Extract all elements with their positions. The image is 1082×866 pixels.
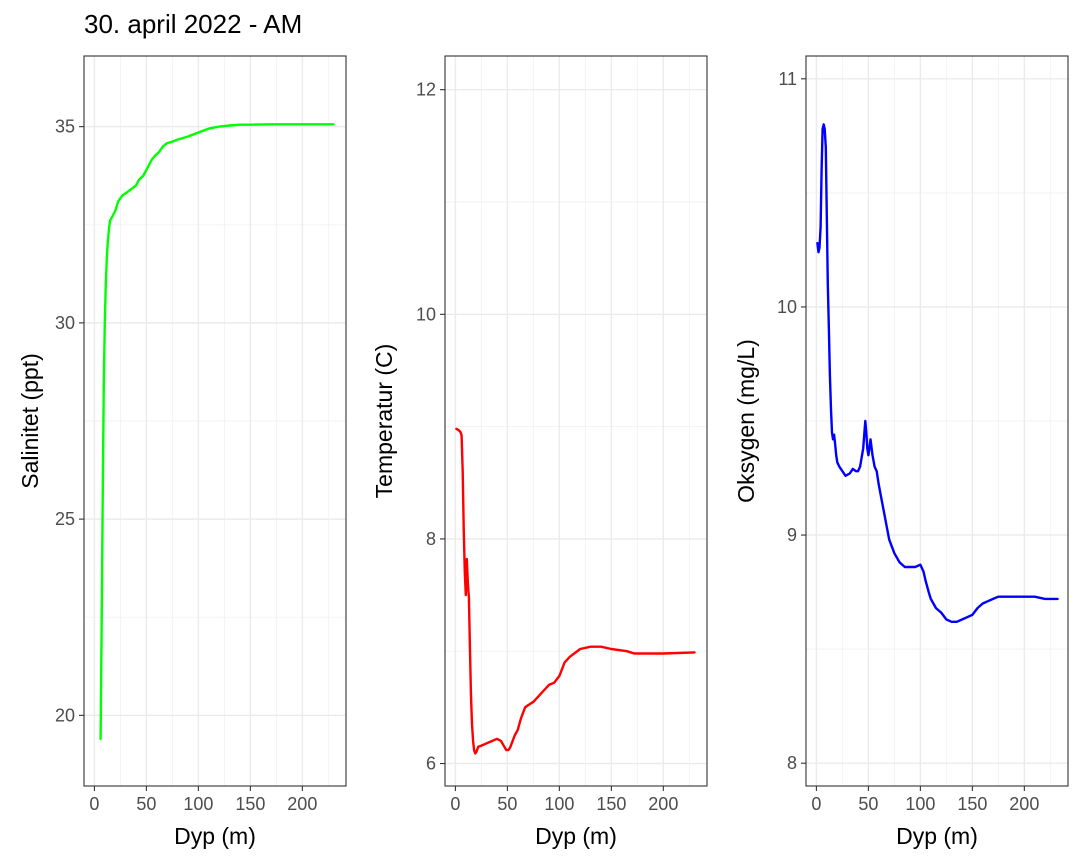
- figure-title: 30. april 2022 - AM: [84, 9, 302, 39]
- panel-border: [444, 55, 708, 787]
- y-tick-label: 9: [787, 525, 797, 545]
- y-tick-label: 30: [55, 313, 75, 333]
- y-tick-label: 8: [426, 529, 436, 549]
- x-tick-label: 150: [235, 794, 265, 814]
- y-tick-label: 12: [416, 80, 436, 100]
- chart-panel-1: 0 50 100 150 200 20 25 30 35 Dyp (m) Salinitet (pp…: [17, 55, 347, 849]
- y-axis-title: Temperatur (C): [371, 344, 397, 499]
- x-tick-label: 0: [450, 794, 460, 814]
- chart-panel-3: 0 50 100 150 200 8 9 10 11 Dyp (m) Oksygen (mg/L): [733, 55, 1069, 849]
- series-line-1: [455, 427, 696, 755]
- y-axis-title: Oksygen (mg/L): [733, 339, 759, 503]
- panel-border: [83, 55, 347, 787]
- series-line-1: [99, 123, 335, 741]
- x-tick-label: 50: [497, 794, 517, 814]
- x-axis-title: Dyp (m): [896, 823, 978, 849]
- x-tick-label: 100: [183, 794, 213, 814]
- y-tick-label: 25: [55, 509, 75, 529]
- y-tick-label: 10: [777, 297, 797, 317]
- x-tick-label: 100: [905, 794, 935, 814]
- panel-border: [805, 55, 1069, 787]
- x-axis-title: Dyp (m): [174, 823, 256, 849]
- x-tick-label: 0: [811, 794, 821, 814]
- x-tick-label: 50: [858, 794, 878, 814]
- y-tick-label: 35: [55, 117, 75, 137]
- x-tick-label: 200: [287, 794, 317, 814]
- chart-panel-2: 0 50 100 150 200 6 8 10 12 Dyp (m) Temperatur (C): [371, 55, 708, 849]
- x-tick-label: 50: [136, 794, 156, 814]
- series-line-1: [816, 123, 1059, 623]
- y-tick-label: 10: [416, 304, 436, 324]
- x-axis-title: Dyp (m): [535, 823, 617, 849]
- y-tick-label: 20: [55, 705, 75, 725]
- x-tick-label: 200: [1009, 794, 1039, 814]
- x-tick-label: 0: [89, 794, 99, 814]
- x-tick-label: 100: [544, 794, 574, 814]
- y-axis-title: Salinitet (ppt): [17, 353, 43, 489]
- x-tick-label: 150: [957, 794, 987, 814]
- y-tick-label: 8: [787, 753, 797, 773]
- y-tick-label: 11: [778, 69, 797, 89]
- x-tick-label: 200: [648, 794, 678, 814]
- x-tick-label: 150: [596, 794, 626, 814]
- y-tick-label: 6: [426, 754, 436, 774]
